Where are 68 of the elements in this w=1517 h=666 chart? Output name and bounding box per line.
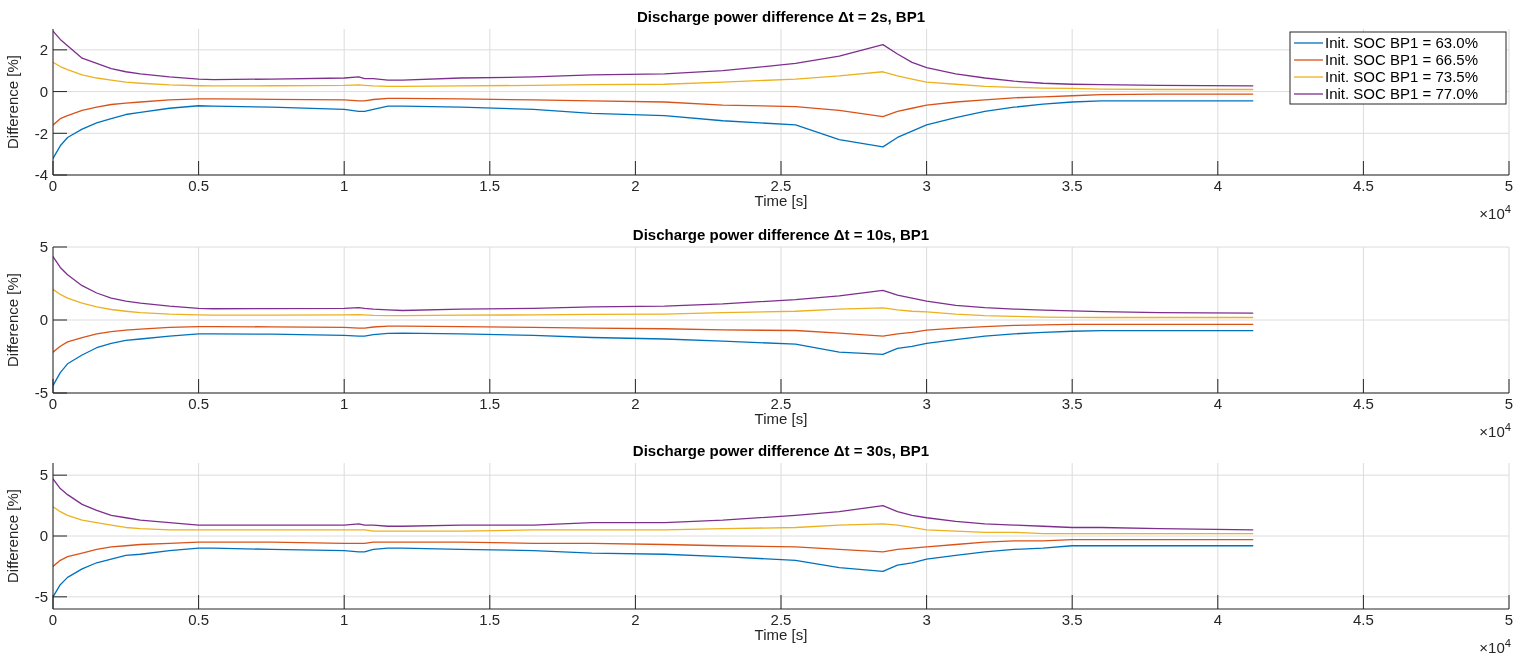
x-tick-label: 5 xyxy=(1504,611,1514,628)
line-series xyxy=(53,61,1254,91)
x-tick-label: 0.5 xyxy=(188,177,210,194)
y-axis-title: Difference [%] xyxy=(4,489,21,583)
chart-title: Discharge power difference Δt = 30s, BP1 xyxy=(632,442,930,459)
x-tick-label: 1.5 xyxy=(479,611,501,628)
line-series xyxy=(53,30,1254,87)
x-tick-label: 4 xyxy=(1213,611,1222,628)
x-tick-label: 5 xyxy=(1504,395,1514,412)
y-tick-label: -5 xyxy=(34,588,48,606)
y-axis-title: Difference [%] xyxy=(4,55,21,149)
y-tick-label: 5 xyxy=(39,466,48,484)
chart-title: Discharge power difference Δt = 10s, BP1 xyxy=(632,226,930,243)
chart-title: Discharge power difference Δt = 2s, BP1 xyxy=(637,8,925,25)
y-axis-title: Difference [%] xyxy=(4,273,21,367)
y-tick-label: 0 xyxy=(39,527,48,545)
x-tick-label: 5 xyxy=(1504,177,1514,194)
y-tick-label: 5 xyxy=(39,238,48,256)
x-tick-label: 3.5 xyxy=(1061,611,1083,628)
x-tick-label: 4.5 xyxy=(1352,177,1374,194)
x-tick-label: 4.5 xyxy=(1352,395,1374,412)
x-tick-label: 0.5 xyxy=(188,395,210,412)
line-series xyxy=(53,323,1254,353)
text: ×10$^{4}$ xyxy=(1479,421,1511,440)
x-tick-label: 2 xyxy=(631,611,640,628)
line-series xyxy=(53,100,1254,159)
line-series xyxy=(53,478,1254,531)
line-series xyxy=(53,93,1254,126)
x-tick-label: 4 xyxy=(1213,177,1222,194)
x-tick-label: 3 xyxy=(922,611,931,628)
x-tick-label: 2.5 xyxy=(770,395,792,412)
line-series xyxy=(53,539,1254,568)
x-tick-label: 2 xyxy=(631,395,640,412)
y-tick-label: -5 xyxy=(34,384,48,402)
x-tick-label: 3 xyxy=(922,177,931,194)
line-series xyxy=(53,506,1254,535)
x-tick-label: 2.5 xyxy=(770,611,792,628)
x-tick-label: 3.5 xyxy=(1061,177,1083,194)
x-tick-label: 1 xyxy=(340,177,349,194)
text: ×10$^{4}$ xyxy=(1479,203,1511,222)
legend-label: Init. SOC BP1 = 63.0% xyxy=(1325,34,1478,52)
x-tick-label: 4.5 xyxy=(1352,611,1374,628)
legend-label: Init. SOC BP1 = 73.5% xyxy=(1325,68,1478,86)
x-tick-label: 4 xyxy=(1213,395,1222,412)
x-axis-title: Time [s] xyxy=(754,626,808,643)
x-tick-label: 2 xyxy=(631,177,640,194)
x-tick-label: 0.5 xyxy=(188,611,210,628)
legend-label: Init. SOC BP1 = 66.5% xyxy=(1325,51,1478,69)
x-axis-title: Time [s] xyxy=(754,192,808,209)
x-tick-label: 1 xyxy=(340,395,349,412)
text: ×10$^{4}$ xyxy=(1479,637,1511,656)
x-axis-title: Time [s] xyxy=(754,410,808,427)
x-tick-label: 1.5 xyxy=(479,395,501,412)
y-tick-label: -2 xyxy=(34,124,48,142)
legend-label: Init. SOC BP1 = 77.0% xyxy=(1325,85,1478,103)
line-series xyxy=(53,545,1254,598)
y-tick-label: 2 xyxy=(39,41,48,59)
y-tick-label: 0 xyxy=(39,82,48,100)
line-series xyxy=(53,288,1254,319)
y-tick-label: 0 xyxy=(39,311,48,329)
x-tick-label: 2.5 xyxy=(770,177,792,194)
y-tick-label: -4 xyxy=(34,166,48,184)
line-series xyxy=(53,255,1254,314)
x-tick-label: 1.5 xyxy=(479,177,501,194)
x-tick-label: 3 xyxy=(922,395,931,412)
x-tick-label: 1 xyxy=(340,611,349,628)
x-tick-label: 3.5 xyxy=(1061,395,1083,412)
line-series xyxy=(53,330,1254,387)
